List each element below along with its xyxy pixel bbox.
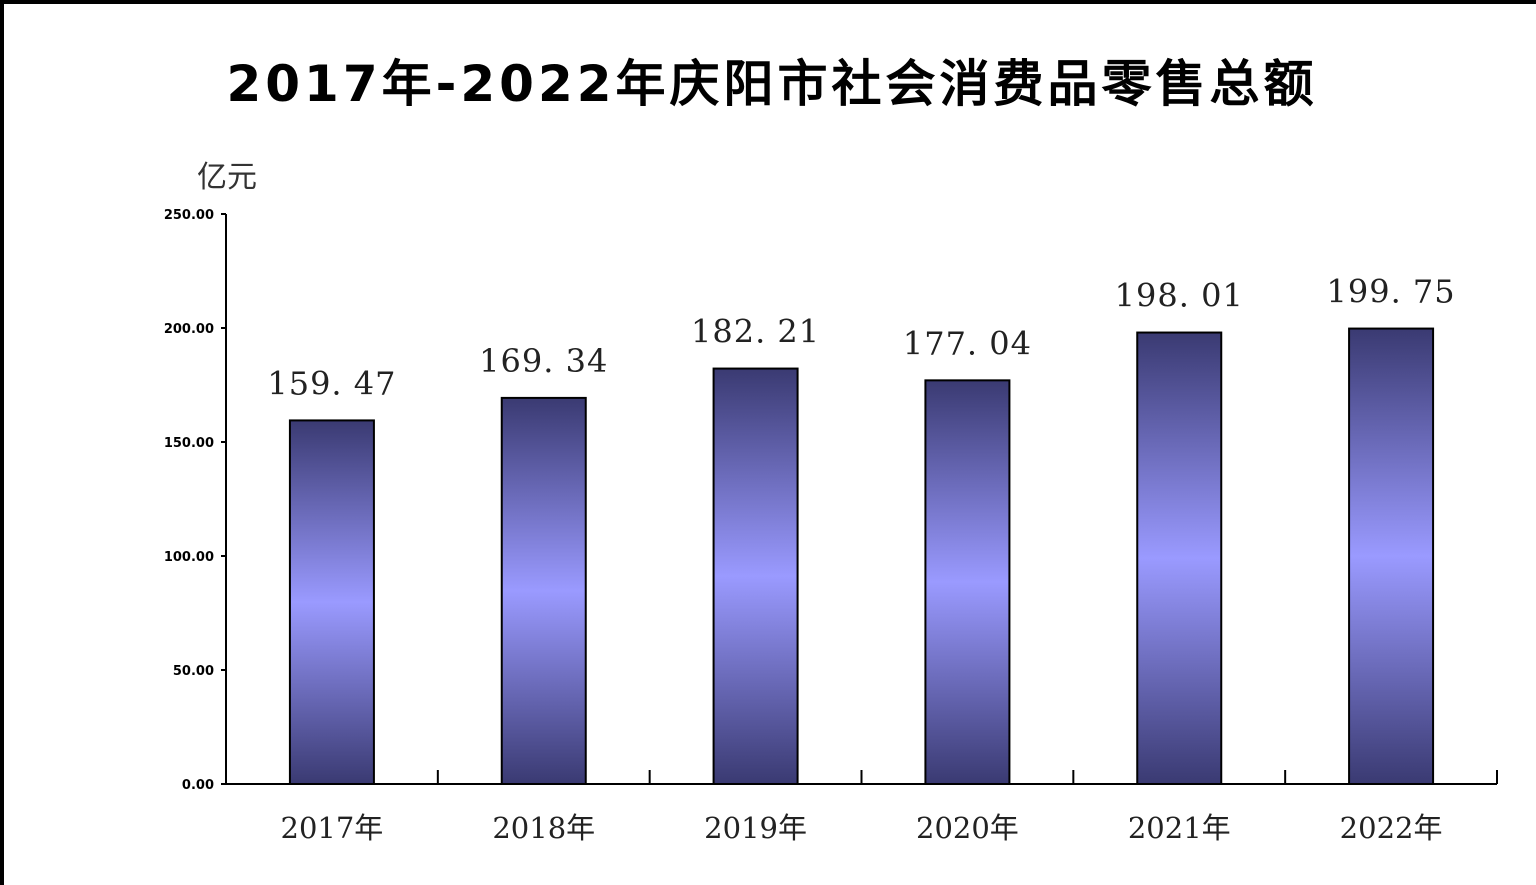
y-tick-label: 100.00 [164, 550, 214, 565]
x-tick-label: 2022年 [1340, 811, 1443, 845]
x-tick-label: 2017年 [281, 811, 384, 845]
bar-2020年 [924, 379, 1011, 785]
y-tick-label: 50.00 [173, 664, 214, 679]
data-label-2020年: 177. 04 [903, 324, 1032, 362]
y-axis: 0.00 50.00 100.00 150.00 200.00 250.00 [164, 208, 227, 793]
x-tick-label: 2020年 [916, 811, 1019, 845]
bar-2018年 [500, 396, 587, 785]
data-label-2019年: 182. 21 [691, 313, 820, 351]
data-label-2018年: 169. 34 [479, 342, 608, 380]
x-tick-label: 2019年 [704, 811, 807, 845]
bar-series [288, 327, 1435, 785]
data-label-2017年: 159. 47 [267, 364, 396, 402]
data-labels: 159. 47 169. 34 182. 21 177. 04 198. 01 199. … [267, 273, 1456, 403]
x-tick-label: 2018年 [492, 811, 595, 845]
bar-2017年 [288, 419, 375, 785]
bar-2021年 [1136, 331, 1223, 785]
chart-title: 2017年-2022年庆阳市社会消费品零售总额 [226, 55, 1318, 113]
y-tick-label: 250.00 [164, 208, 214, 223]
y-tick-label: 150.00 [164, 436, 214, 451]
bar-2019年 [712, 367, 799, 785]
x-axis: 2017年 2018年 2019年 2020年 2021年 2022年 [226, 770, 1498, 845]
y-tick-label: 0.00 [182, 778, 214, 793]
data-label-2022年: 199. 75 [1327, 273, 1456, 311]
y-tick-label: 200.00 [164, 322, 214, 337]
bar-2022年 [1348, 327, 1435, 785]
y-axis-unit-label: 亿元 [197, 160, 257, 195]
data-label-2021年: 198. 01 [1115, 277, 1244, 315]
x-tick-label: 2021年 [1128, 811, 1231, 845]
